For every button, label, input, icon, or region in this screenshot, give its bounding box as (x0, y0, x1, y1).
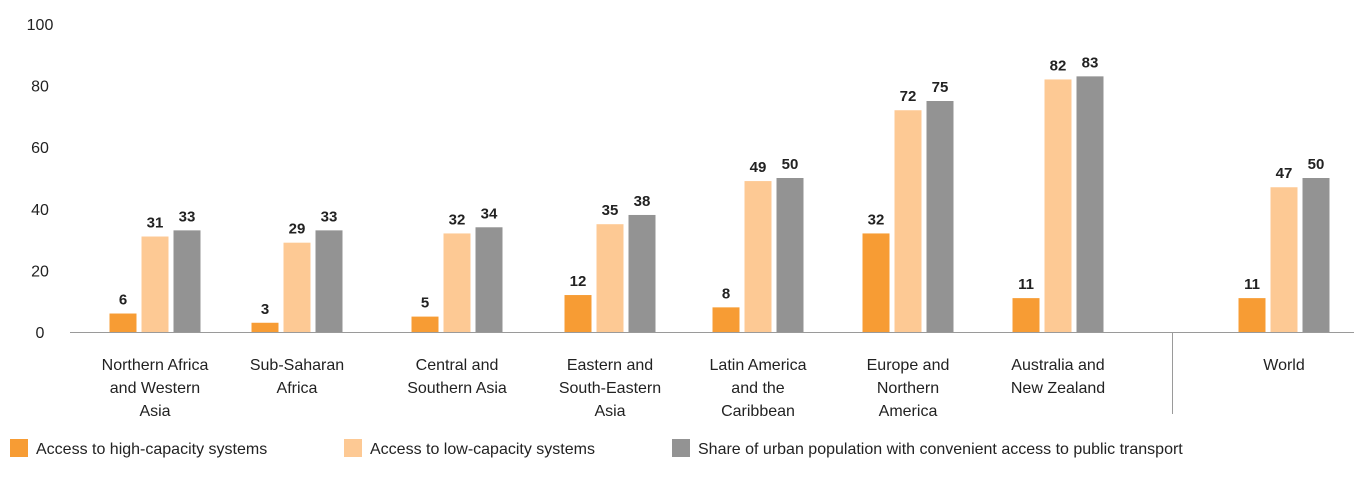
data-label: 35 (602, 202, 619, 219)
data-label: 32 (449, 211, 466, 228)
bar (596, 224, 624, 332)
category-label-line: Asia (594, 403, 625, 420)
bar (776, 178, 804, 332)
y-tick-label: 100 (27, 17, 54, 34)
category-label-line: New Zealand (1011, 380, 1105, 397)
legend-swatch (344, 439, 362, 457)
category-label-line: Africa (277, 380, 318, 397)
data-label: 72 (900, 88, 917, 105)
category-label-line: Northern (877, 380, 939, 397)
bar (712, 307, 740, 332)
category-label-line: Latin America (710, 357, 807, 374)
bar (283, 242, 311, 332)
y-tick-label: 20 (31, 263, 49, 280)
bar (1012, 298, 1040, 332)
y-tick-label: 0 (36, 325, 45, 342)
category-label-line: Eastern and (567, 357, 653, 374)
category-label-line: Asia (139, 403, 170, 420)
category-label-line: Australia and (1011, 357, 1104, 374)
bar (1302, 178, 1330, 332)
bar (141, 236, 169, 332)
category-label: Australia and New Zealand (1011, 357, 1105, 397)
bar (1270, 187, 1298, 332)
data-label: 8 (722, 285, 730, 302)
category-label: World (1263, 357, 1305, 374)
y-tick-label: 60 (31, 140, 49, 157)
data-label: 47 (1276, 165, 1293, 182)
category-label-line: Southern Asia (407, 380, 507, 397)
category-label-line: Caribbean (721, 403, 795, 420)
bar (1044, 79, 1072, 332)
bar (173, 230, 201, 332)
category-label: Eastern and South-Eastern Asia (559, 357, 661, 420)
data-label: 11 (1244, 276, 1260, 293)
data-label: 29 (289, 221, 306, 238)
bar (251, 322, 279, 332)
data-label: 34 (481, 205, 498, 222)
data-label: 5 (421, 295, 429, 312)
category-label-line: Central and (416, 357, 499, 374)
category-label-line: and the (731, 380, 784, 397)
bar (862, 233, 890, 332)
bar (926, 101, 954, 332)
category-label: Latin America and the Caribbean (710, 357, 807, 420)
y-tick-label: 40 (31, 202, 49, 219)
data-label: 11 (1018, 276, 1034, 293)
data-label: 32 (868, 211, 885, 228)
legend-swatch (10, 439, 28, 457)
category-label: Central and Southern Asia (407, 357, 507, 397)
data-label: 82 (1050, 57, 1067, 74)
data-label: 12 (570, 273, 587, 290)
bar (1076, 76, 1104, 332)
data-label: 33 (179, 208, 196, 225)
legend-label: Share of urban population with convenien… (698, 441, 1183, 458)
category-label-line: Sub-Saharan (250, 357, 344, 374)
data-label: 83 (1082, 54, 1099, 71)
data-label: 6 (119, 292, 127, 309)
bar (443, 233, 471, 332)
category-label-line: and Western (110, 380, 200, 397)
bar (628, 214, 656, 332)
bar (1238, 298, 1266, 332)
legend-label: Access to low-capacity systems (370, 441, 595, 458)
category-label: Europe and Northern America (867, 357, 950, 420)
bars-group (109, 76, 1330, 333)
data-label: 38 (634, 193, 651, 210)
bar (315, 230, 343, 332)
bar (744, 181, 772, 332)
bar (564, 295, 592, 332)
y-tick-label: 80 (31, 79, 49, 96)
category-label-line: Northern Africa (102, 357, 209, 374)
data-label: 33 (321, 208, 338, 225)
y-axis-ticks: 0 20 40 60 80 100 (27, 17, 54, 342)
legend-swatch (672, 439, 690, 457)
bar (411, 316, 439, 332)
bar (894, 110, 922, 333)
data-label: 3 (261, 301, 269, 318)
category-label-line: South-Eastern (559, 380, 661, 397)
category-label-line: Europe and (867, 357, 950, 374)
data-label: 31 (147, 215, 164, 232)
data-label: 49 (750, 159, 767, 176)
category-label-line: America (879, 403, 938, 420)
legend: Access to high-capacity systems Access to… (10, 439, 1183, 458)
data-label: 50 (1308, 156, 1325, 173)
category-label-line: World (1263, 357, 1305, 374)
data-label: 75 (932, 79, 949, 96)
legend-label: Access to high-capacity systems (36, 441, 267, 458)
category-label: Northern Africa and Western Asia (102, 357, 209, 420)
bar (475, 227, 503, 332)
category-labels-group: Northern Africa and Western Asia Sub-Sahara… (102, 357, 1305, 420)
bar (109, 313, 137, 332)
data-label: 50 (782, 156, 799, 173)
category-label: Sub-Saharan Africa (250, 357, 344, 397)
